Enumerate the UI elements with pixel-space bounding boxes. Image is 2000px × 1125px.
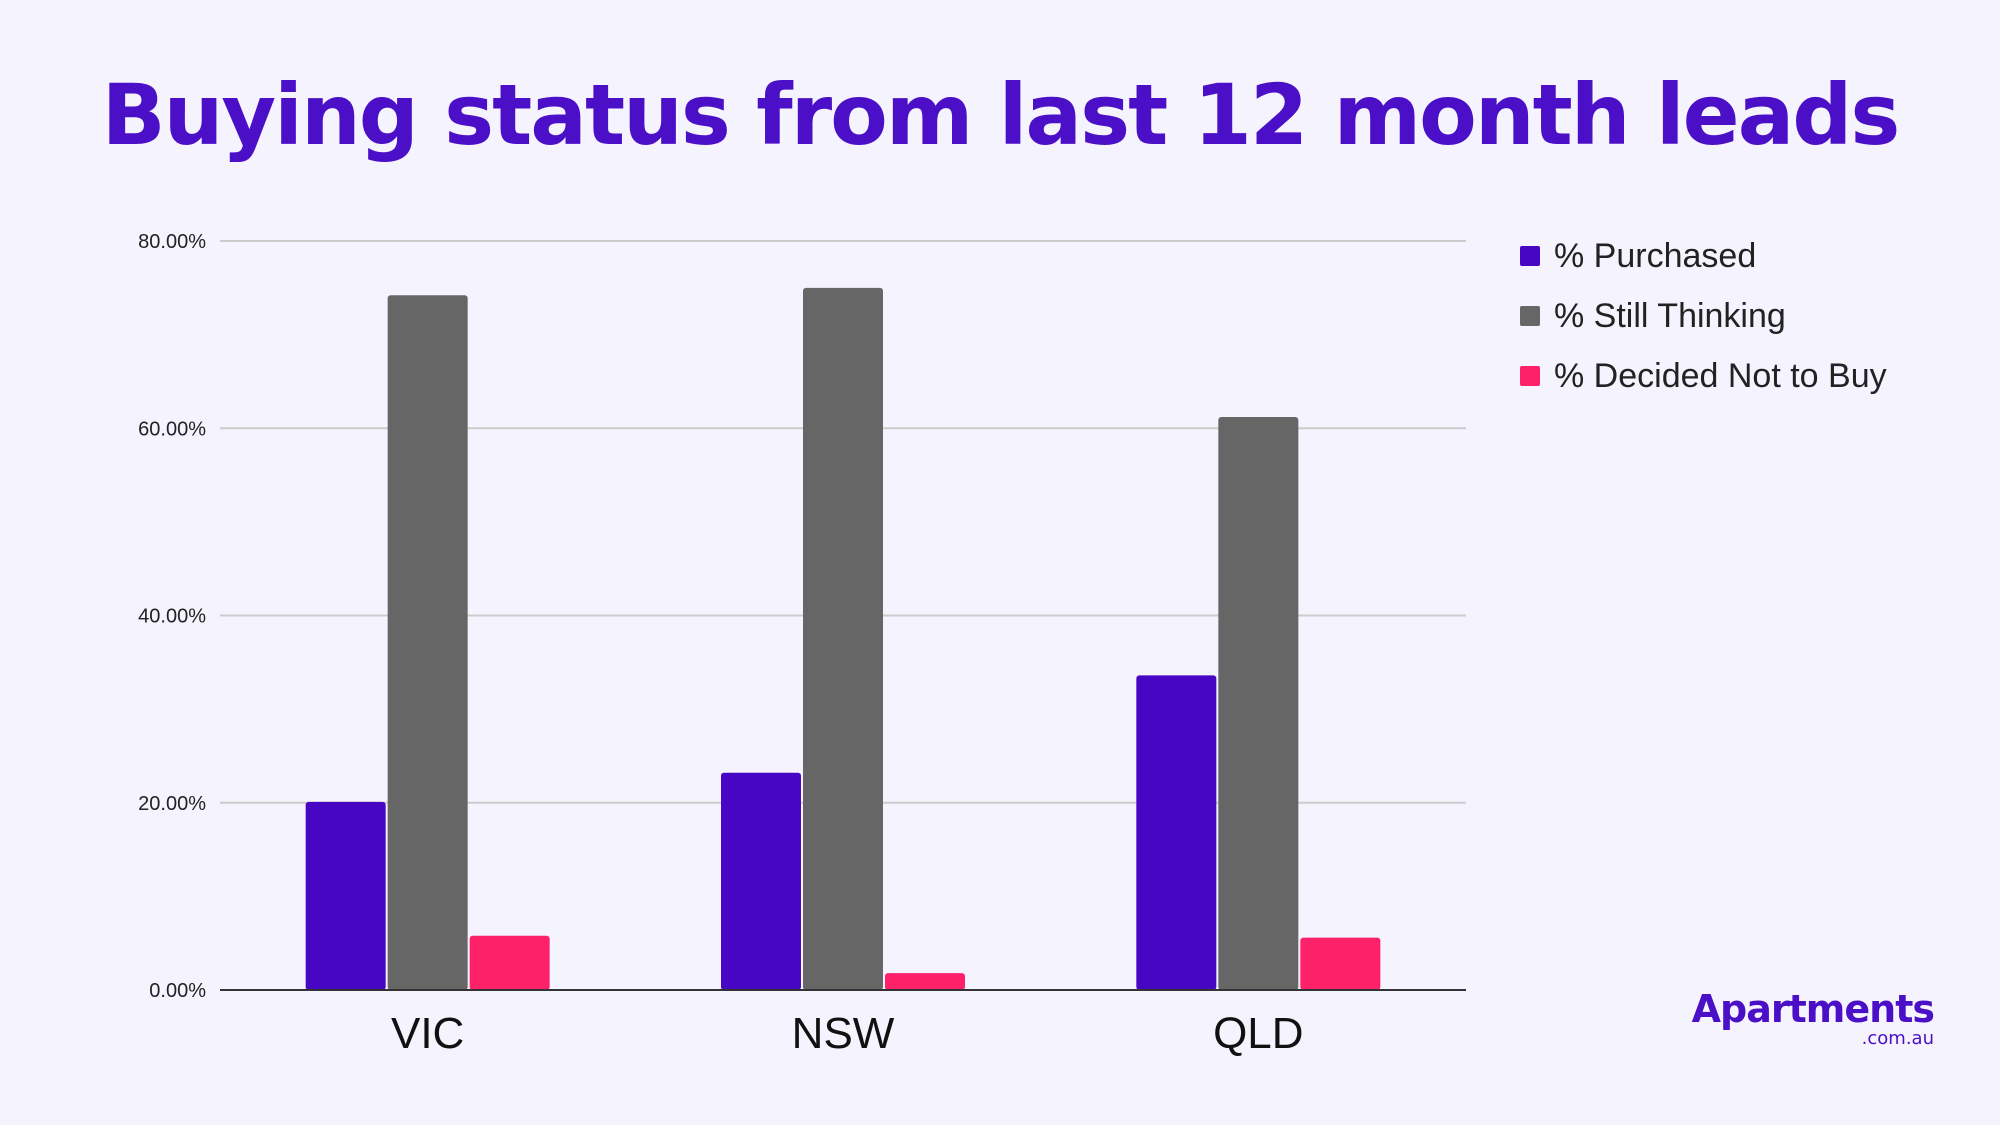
bar-qld-decided-not-to-buy (1300, 937, 1381, 990)
bar-vic-decided-not-to-buy (469, 935, 550, 990)
bar-nsw-purchased (721, 772, 801, 990)
y-axis-ticks: 0.00% 20.00% 40.00% 60.00% 80.00% (138, 231, 206, 1002)
y-tick-label: 0.00% (149, 980, 206, 1002)
legend-item-still-thinking: % Still Thinking (1520, 286, 1887, 346)
x-tick-label: NSW (792, 1009, 895, 1058)
legend-swatch-decided-not-to-buy (1520, 366, 1540, 386)
legend-item-decided-not-to-buy: % Decided Not to Buy (1520, 346, 1887, 406)
legend-swatch-purchased (1520, 246, 1540, 266)
chart-title: Buying status from last 12 month leads (101, 66, 1901, 164)
legend: % Purchased % Still Thinking % Decided N… (1520, 226, 1887, 406)
logo-domain: .com.au (1861, 1028, 1934, 1049)
bar-nsw-decided-not-to-buy (885, 973, 965, 990)
legend-label-purchased: % Purchased (1554, 236, 1757, 275)
y-tick-label: 60.00% (138, 418, 206, 440)
x-tick-label: QLD (1213, 1009, 1303, 1058)
y-tick-label: 80.00% (138, 231, 206, 253)
x-axis-ticks: VIC NSW QLD (391, 1009, 1304, 1058)
apartments-logo: Apartments .com.au (1691, 987, 1935, 1049)
x-tick-label: VIC (391, 1009, 464, 1058)
bars (305, 287, 1381, 990)
y-tick-label: 40.00% (138, 606, 206, 628)
legend-label-still-thinking: % Still Thinking (1554, 296, 1786, 335)
legend-label-decided-not-to-buy: % Decided Not to Buy (1554, 356, 1887, 395)
bar-vic-purchased (305, 801, 386, 990)
bar-nsw-still-thinking (803, 287, 883, 990)
legend-swatch-still-thinking (1520, 306, 1540, 326)
bar-vic-still-thinking (387, 295, 468, 990)
legend-item-purchased: % Purchased (1520, 226, 1887, 286)
bar-qld-purchased (1136, 675, 1217, 990)
logo-wordmark: Apartments (1691, 987, 1935, 1031)
y-tick-label: 20.00% (138, 793, 206, 815)
bar-qld-still-thinking (1218, 417, 1299, 990)
